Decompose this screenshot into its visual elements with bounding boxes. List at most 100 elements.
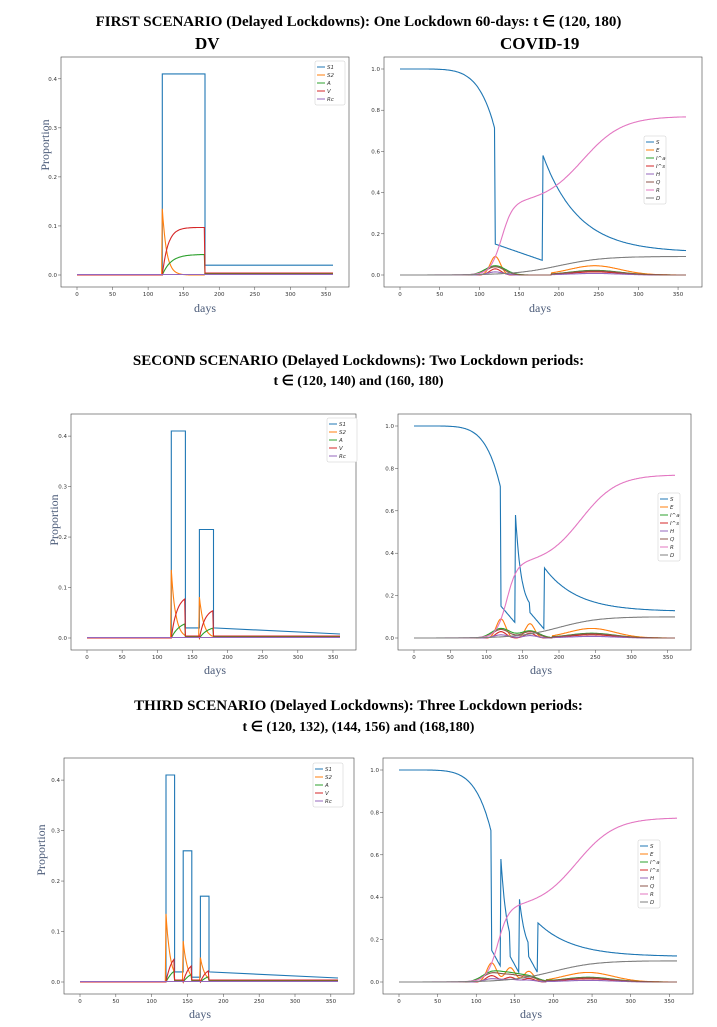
- y-tick-label: 0.4: [51, 778, 60, 784]
- y-axis-label: Proportion: [38, 119, 52, 170]
- legend-label: V: [325, 791, 330, 797]
- scenario-2-title-line1: SECOND SCENARIO (Delayed Lockdowns): Two…: [132, 353, 585, 369]
- x-tick-label: 350: [664, 999, 675, 1005]
- series-line-S1: [87, 430, 341, 639]
- y-tick-label: 0.3: [48, 126, 57, 132]
- y-tick-label: 0.3: [58, 485, 67, 491]
- x-tick-label: 200: [554, 655, 565, 661]
- legend-label: I^a: [650, 860, 660, 866]
- x-tick-label: 300: [285, 292, 296, 298]
- legend-label: Rc: [327, 97, 334, 103]
- legend-label: Q: [670, 537, 675, 543]
- x-axis-label: days: [194, 301, 216, 315]
- legend-label: S1: [327, 65, 334, 71]
- y-tick-label: 0.1: [48, 224, 57, 230]
- y-tick-label: 0.0: [385, 636, 394, 642]
- y-tick-label: 0.8: [371, 108, 380, 114]
- x-tick-label: 100: [146, 999, 157, 1005]
- x-tick-label: 200: [218, 999, 229, 1005]
- legend-label: S2: [339, 430, 346, 436]
- y-tick-label: 0.6: [370, 853, 379, 859]
- x-tick-label: 150: [510, 999, 521, 1005]
- series-line-S: [400, 68, 687, 262]
- legend-label: E: [670, 505, 674, 511]
- x-tick-label: 250: [593, 292, 604, 298]
- series-line-S1: [80, 774, 339, 983]
- x-tick-label: 350: [326, 999, 337, 1005]
- x-tick-label: 0: [398, 292, 402, 298]
- x-tick-label: 50: [434, 999, 441, 1005]
- scenario-2-title-line2: t ∈ (120, 140) and (160, 180): [273, 374, 444, 389]
- legend-label: S2: [327, 73, 334, 79]
- y-tick-label: 1.0: [385, 424, 394, 430]
- x-axis-label: days: [520, 1007, 542, 1021]
- legend-label: D: [656, 196, 660, 202]
- y-tick-label: 0.4: [370, 895, 379, 901]
- legend-label: Q: [650, 884, 655, 890]
- series-line-S: [414, 425, 675, 631]
- x-tick-label: 150: [514, 292, 525, 298]
- x-tick-label: 200: [214, 292, 225, 298]
- x-tick-label: 100: [481, 655, 492, 661]
- y-tick-label: 0.6: [371, 149, 380, 155]
- legend-label: I^s: [650, 868, 659, 874]
- x-tick-label: 350: [328, 655, 339, 661]
- x-tick-label: 200: [554, 292, 565, 298]
- y-tick-label: 0.0: [51, 980, 60, 986]
- x-tick-label: 100: [152, 655, 163, 661]
- chart-s3_covid: 0 50 100 150 200 250 300 350 0.0 0.2 0.4 0.6 0.8 1.0 S…: [370, 757, 694, 1021]
- x-tick-label: 150: [518, 655, 529, 661]
- series-line-S: [399, 769, 677, 975]
- y-tick-label: 0.2: [371, 232, 380, 238]
- legend-label: I^s: [670, 521, 679, 527]
- chart-s2_covid: 0 50 100 150 200 250 300 350 0.0 0.2 0.4 0.6 0.8 1.0 S…: [385, 413, 692, 677]
- x-tick-label: 300: [293, 655, 304, 661]
- chart-s1_covid: 0 50 100 150 200 250 300 350 0.0 0.2 0.4 0.6 0.8 1.0 S…: [371, 56, 703, 315]
- legend-label: S: [650, 844, 654, 850]
- legend-label: S1: [339, 422, 346, 428]
- legend-label: A: [324, 783, 329, 789]
- legend-label: I^a: [670, 513, 680, 519]
- series-line-D: [400, 255, 686, 276]
- scenario-3-title-line1: THIRD SCENARIO (Delayed Lockdowns): Thre…: [134, 698, 583, 714]
- x-tick-label: 150: [178, 292, 189, 298]
- y-tick-label: 0.4: [385, 551, 394, 557]
- x-tick-label: 0: [78, 999, 82, 1005]
- y-tick-label: 0.0: [48, 273, 57, 279]
- legend-label: D: [650, 900, 654, 906]
- x-tick-label: 150: [182, 999, 193, 1005]
- y-tick-label: 0.0: [371, 273, 380, 279]
- x-tick-label: 0: [397, 999, 401, 1005]
- y-tick-label: 0.2: [370, 938, 379, 944]
- y-tick-label: 0.0: [58, 636, 67, 642]
- x-tick-label: 50: [119, 655, 126, 661]
- x-tick-label: 350: [663, 655, 674, 661]
- x-tick-label: 200: [222, 655, 233, 661]
- x-tick-label: 300: [625, 999, 636, 1005]
- legend-box: [326, 417, 358, 463]
- x-tick-label: 200: [548, 999, 559, 1005]
- x-axis-label: days: [189, 1007, 211, 1021]
- x-tick-label: 250: [590, 655, 601, 661]
- legend-label: H: [670, 529, 674, 535]
- legend-label: E: [656, 148, 660, 154]
- x-tick-label: 100: [474, 292, 485, 298]
- legend-label: H: [656, 172, 660, 178]
- y-tick-label: 0.0: [370, 980, 379, 986]
- x-tick-label: 150: [187, 655, 198, 661]
- legend-label: S: [656, 140, 660, 146]
- x-tick-label: 100: [471, 999, 482, 1005]
- legend-label: R: [656, 188, 660, 194]
- legend-label: E: [650, 852, 654, 858]
- dv-column-title: DV: [195, 34, 220, 53]
- x-tick-label: 50: [109, 292, 116, 298]
- legend-box: [643, 135, 667, 205]
- y-axis-label: Proportion: [34, 824, 48, 875]
- x-tick-label: 300: [626, 655, 637, 661]
- x-axis-label: days: [204, 663, 226, 677]
- x-tick-label: 350: [673, 292, 684, 298]
- legend-box: [314, 60, 346, 106]
- x-tick-label: 350: [321, 292, 332, 298]
- legend-label: I^a: [656, 156, 666, 162]
- chart-s1_dv: 0 50 100 150 200 250 300 350 0.0 0.1 0.2 0.3 0.4 S1 S2…: [38, 56, 350, 315]
